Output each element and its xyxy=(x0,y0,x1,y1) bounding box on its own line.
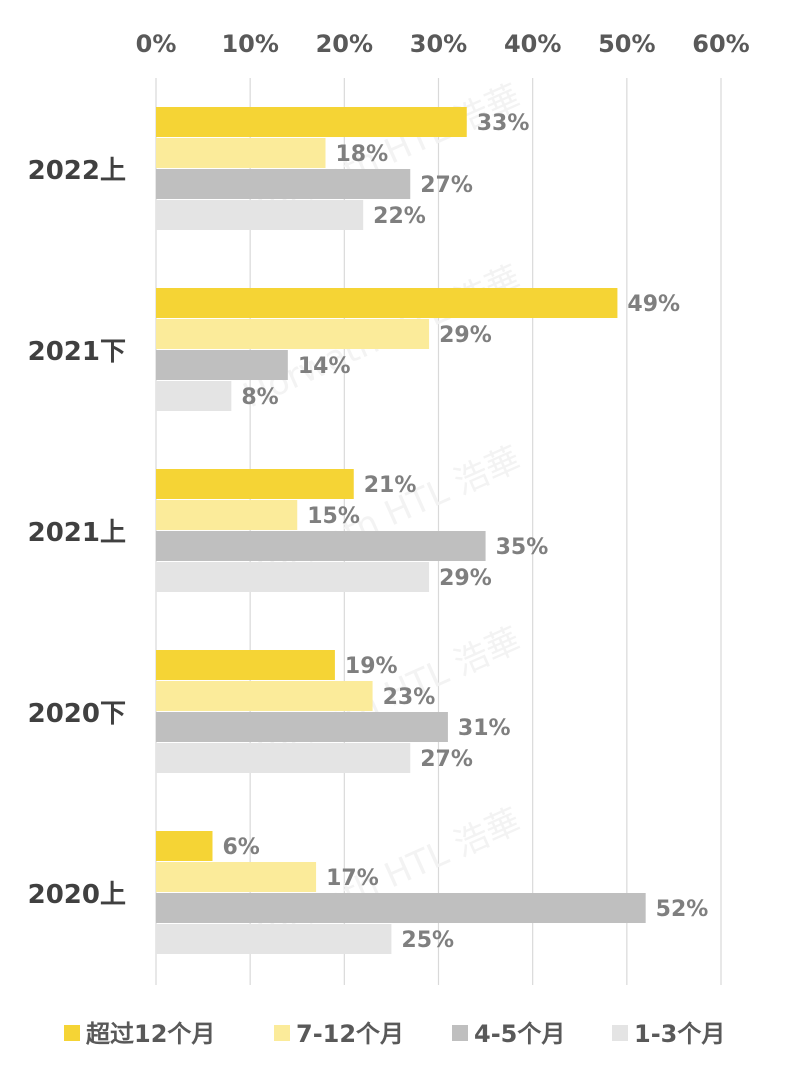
data-label: 19% xyxy=(345,654,398,679)
bar xyxy=(156,469,354,499)
x-tick-label: 30% xyxy=(410,30,467,58)
legend-label: 1-3个月 xyxy=(634,1020,725,1048)
bar xyxy=(156,831,213,861)
bar xyxy=(156,893,646,923)
x-tick-label: 50% xyxy=(598,30,655,58)
data-label: 33% xyxy=(477,111,530,136)
legend-label: 超过12个月 xyxy=(86,1020,215,1048)
bar xyxy=(156,862,317,892)
bar xyxy=(156,288,618,318)
data-label: 29% xyxy=(439,566,492,591)
legend-label: 7-12个月 xyxy=(296,1020,404,1048)
x-axis-ticks: 0% 10% 20% 30% 40% 50% 60% xyxy=(136,30,750,58)
data-label: 35% xyxy=(496,535,549,560)
bar xyxy=(156,924,392,954)
bar xyxy=(156,107,467,137)
x-tick-label: 0% xyxy=(136,30,177,58)
category-label: 2020下 xyxy=(28,699,126,729)
x-tick-label: 60% xyxy=(692,30,749,58)
legend-swatch xyxy=(64,1025,80,1041)
bar xyxy=(156,562,430,592)
data-label: 25% xyxy=(401,928,454,953)
bar xyxy=(156,681,373,711)
bar xyxy=(156,319,430,349)
bar xyxy=(156,650,335,680)
bar xyxy=(156,350,288,380)
category-label: 2021下 xyxy=(28,337,126,367)
category-label: 2022上 xyxy=(28,156,126,186)
bar xyxy=(156,500,298,530)
bar xyxy=(156,200,364,230)
x-tick-label: 10% xyxy=(221,30,278,58)
data-label: 27% xyxy=(420,173,473,198)
data-label: 29% xyxy=(439,323,492,348)
data-label: 49% xyxy=(627,292,680,317)
x-tick-label: 20% xyxy=(316,30,373,58)
data-label: 21% xyxy=(364,473,417,498)
x-tick-label: 40% xyxy=(504,30,561,58)
bar xyxy=(156,531,486,561)
bar xyxy=(156,743,411,773)
legend-label: 4-5个月 xyxy=(474,1020,565,1048)
category-label: 2021上 xyxy=(28,518,126,548)
bars: 33%18%27%22%49%29%14%8%21%15%35%29%19%23… xyxy=(156,107,708,954)
bar xyxy=(156,381,232,411)
legend-swatch xyxy=(274,1025,290,1041)
bar xyxy=(156,169,411,199)
data-label: 31% xyxy=(458,716,511,741)
category-label: 2020上 xyxy=(28,880,126,910)
data-label: 15% xyxy=(307,504,360,529)
legend-swatch xyxy=(612,1025,628,1041)
data-label: 14% xyxy=(298,354,351,379)
data-label: 6% xyxy=(223,835,260,860)
data-label: 18% xyxy=(336,142,389,167)
data-label: 23% xyxy=(383,685,436,710)
data-label: 22% xyxy=(373,204,426,229)
data-label: 8% xyxy=(241,385,278,410)
data-label: 17% xyxy=(326,866,379,891)
bar xyxy=(156,712,448,742)
data-label: 27% xyxy=(420,747,473,772)
bar xyxy=(156,138,326,168)
data-label: 52% xyxy=(656,897,709,922)
legend: 超过12个月 7-12个月 4-5个月 1-3个月 xyxy=(64,1020,725,1048)
category-labels: 2022上 2021下 2021上 2020下 2020上 xyxy=(28,156,126,910)
legend-swatch xyxy=(452,1025,468,1041)
